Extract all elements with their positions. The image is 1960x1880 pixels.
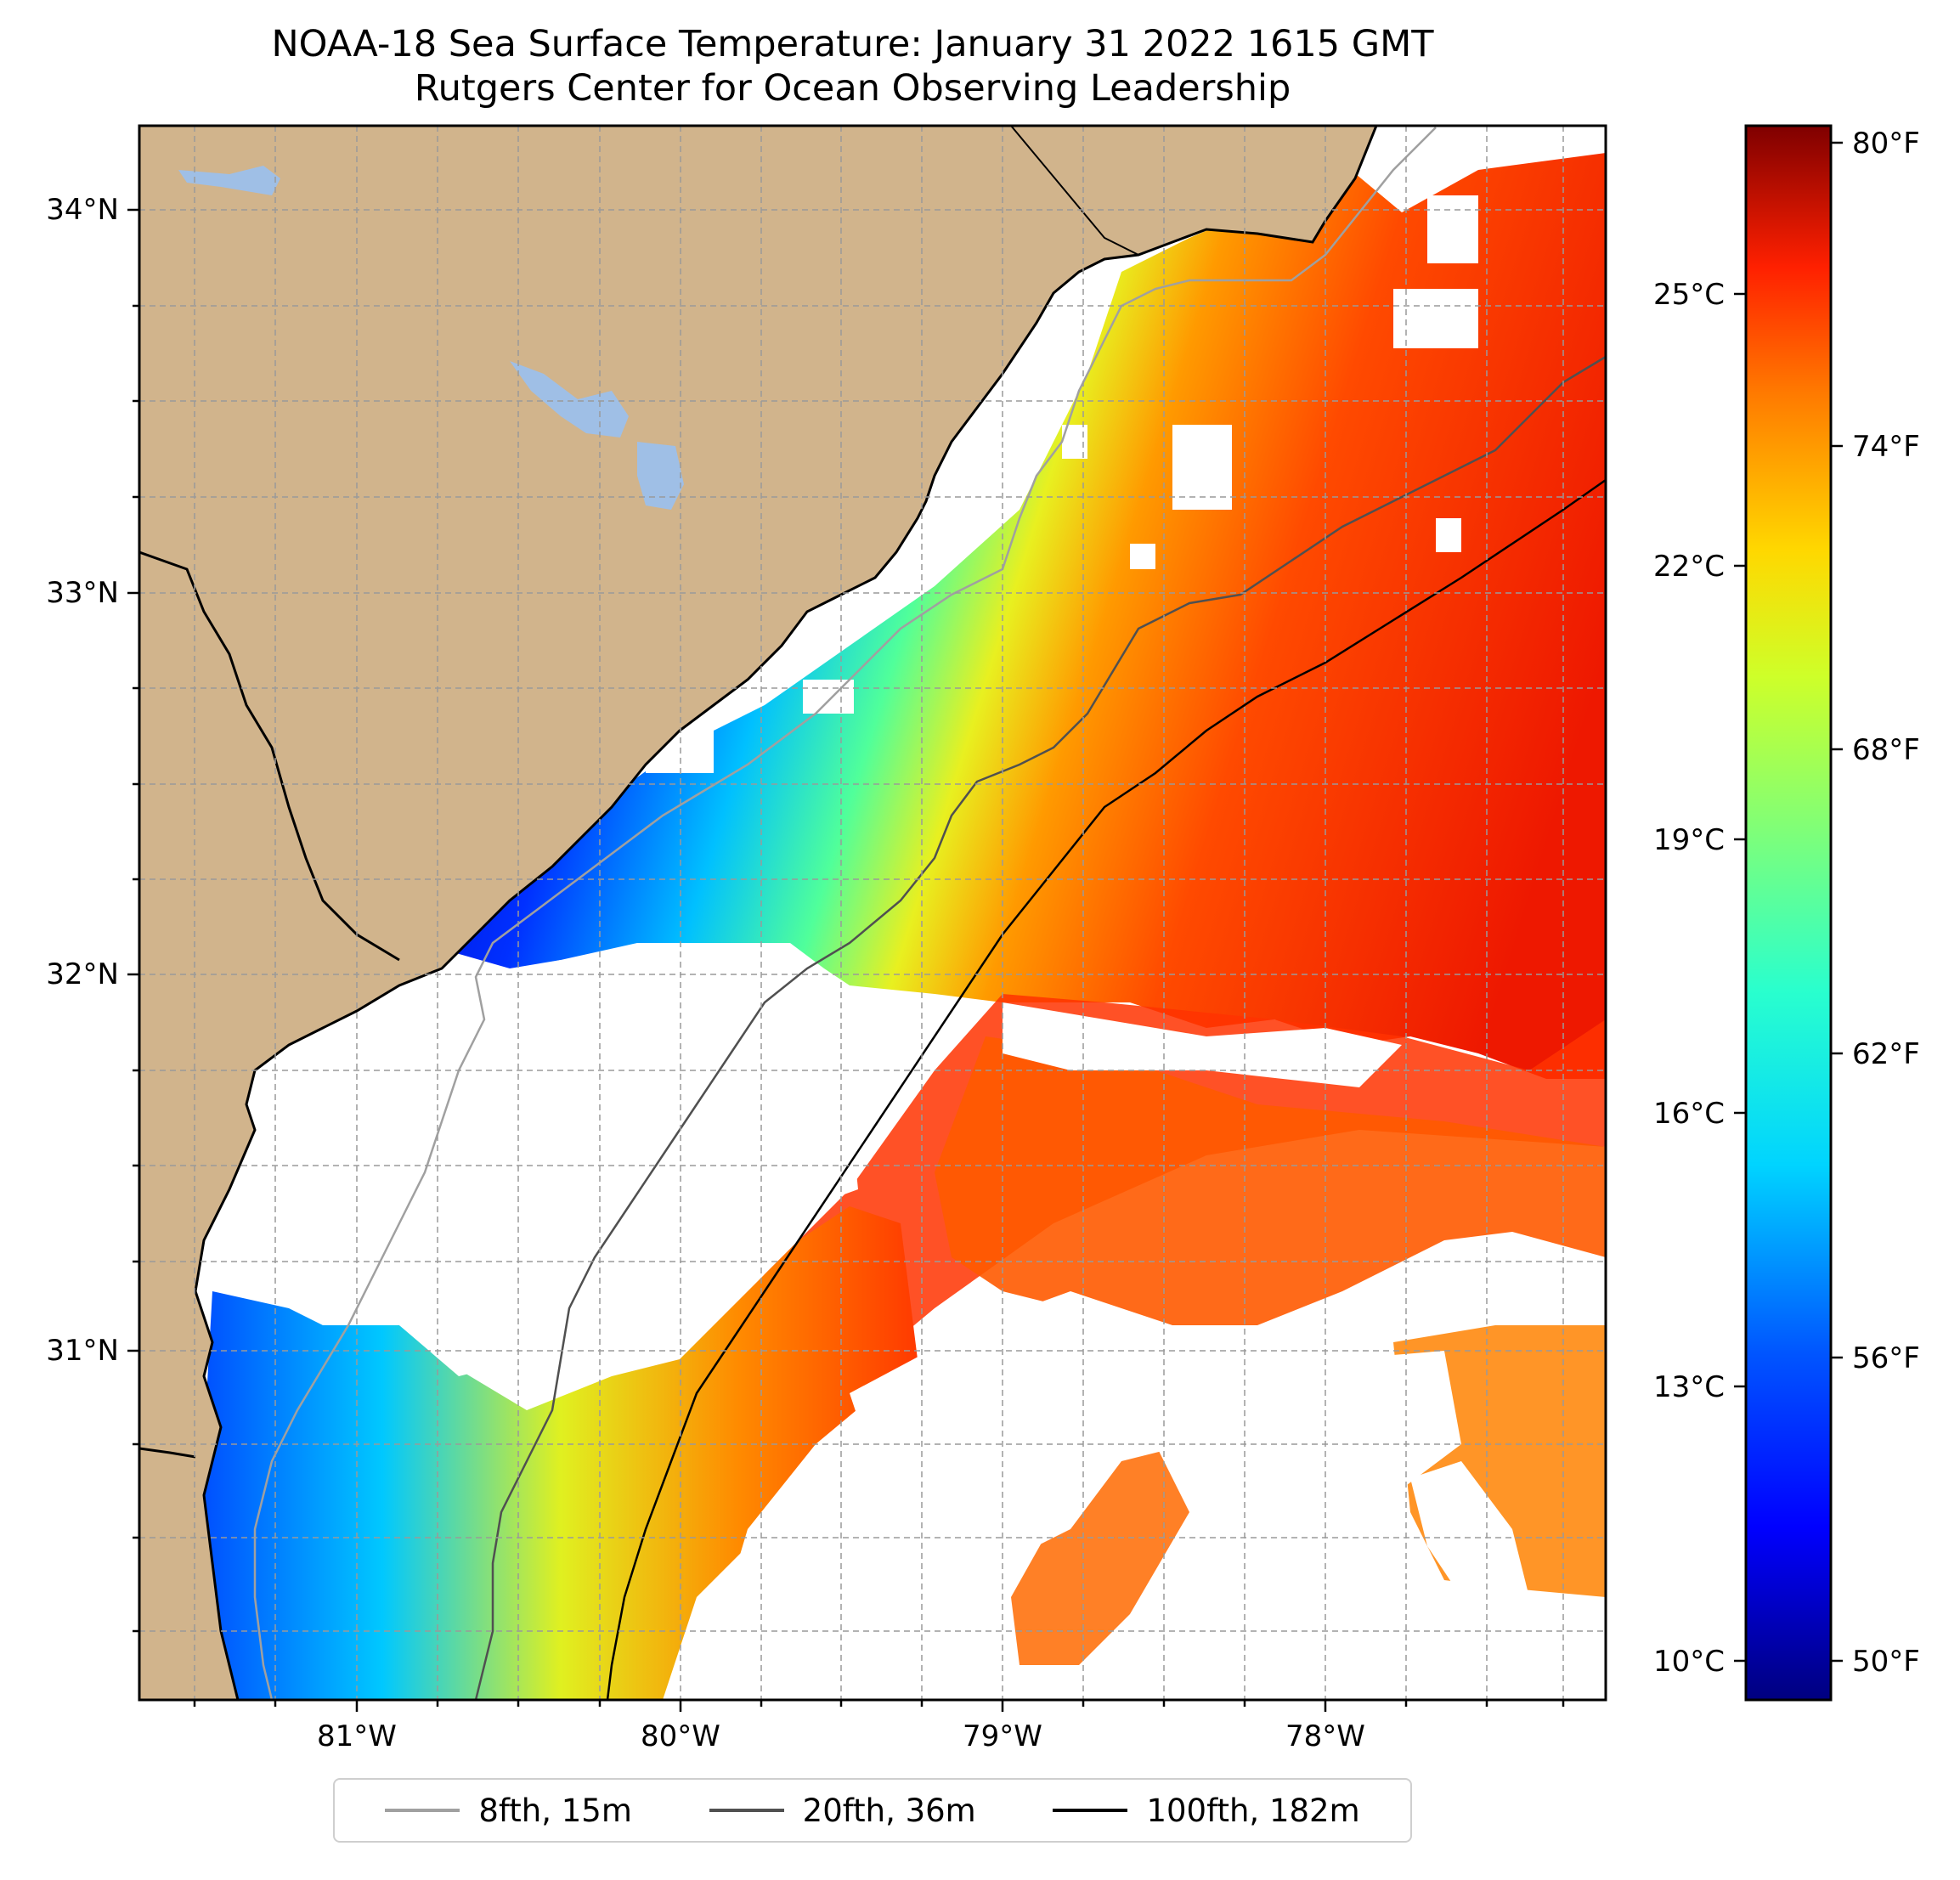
legend-line-100fth [1053, 1809, 1128, 1812]
colorbar-ticks [1734, 141, 1843, 1663]
sst-east-patch [935, 1036, 1606, 1325]
sst-southeast-patch [1011, 1444, 1189, 1665]
legend-item-100fth: 100fth, 182m [1053, 1792, 1360, 1829]
colorbar-c-19: 19°C [1653, 823, 1725, 857]
lat-label-34: 34°N [46, 193, 119, 227]
chart-title: NOAA-18 Sea Surface Temperature: January… [271, 23, 1434, 65]
colorbar-f-62: 62°F [1852, 1037, 1920, 1071]
legend-line-8fth [385, 1809, 460, 1812]
lon-label-80: 80°W [641, 1719, 720, 1753]
contour-100fth [606, 478, 1606, 1700]
lon-ticks [193, 1700, 1565, 1712]
land [139, 126, 1378, 1700]
colorbar-c-10: 10°C [1653, 1645, 1725, 1679]
colorbar-f-56: 56°F [1852, 1341, 1920, 1375]
colorbar-f-50: 50°F [1852, 1645, 1920, 1679]
lake-small [637, 442, 684, 510]
colorbar-c-25: 25°C [1653, 278, 1725, 312]
sst-swath-north [450, 153, 1606, 1079]
chart-subtitle: Rutgers Center for Ocean Observing Leade… [414, 67, 1291, 110]
map-area [139, 126, 1606, 1700]
colorbar-f-74: 74°F [1852, 430, 1920, 464]
colorbar-c-16: 16°C [1653, 1097, 1725, 1131]
gridlines [139, 126, 1606, 1700]
lake-moultrie [510, 361, 629, 438]
lat-label-32: 32°N [46, 957, 119, 991]
colorbar-f-80: 80°F [1852, 127, 1920, 161]
colorbar-c-22: 22°C [1653, 550, 1725, 584]
lon-label-78: 78°W [1285, 1719, 1365, 1753]
lake-marion [178, 166, 280, 195]
colorbar [1744, 124, 1833, 1702]
legend-label-8fth: 8fth, 15m [478, 1792, 632, 1829]
contour-8fth [253, 127, 1437, 1700]
lon-label-81: 81°W [317, 1719, 397, 1753]
colorbar-c-13: 13°C [1653, 1370, 1725, 1404]
contour-legend: 8fth, 15m 20fth, 36m 100fth, 182m [333, 1778, 1412, 1843]
lat-label-33: 33°N [46, 576, 119, 610]
state-border-3 [139, 1447, 196, 1459]
legend-line-20fth [709, 1809, 784, 1812]
map-frame [138, 124, 1607, 1702]
lon-label-79: 79°W [963, 1719, 1042, 1753]
legend-item-20fth: 20fth, 36m [709, 1792, 976, 1829]
colorbar-f-68: 68°F [1852, 733, 1920, 767]
lat-label-31: 31°N [46, 1334, 119, 1368]
legend-item-8fth: 8fth, 15m [385, 1792, 632, 1829]
legend-label-20fth: 20fth, 36m [802, 1792, 976, 1829]
lat-ticks [127, 208, 139, 1633]
state-border [139, 550, 400, 962]
legend-label-100fth: 100fth, 182m [1146, 1792, 1360, 1829]
contour-20fth [474, 355, 1606, 1700]
